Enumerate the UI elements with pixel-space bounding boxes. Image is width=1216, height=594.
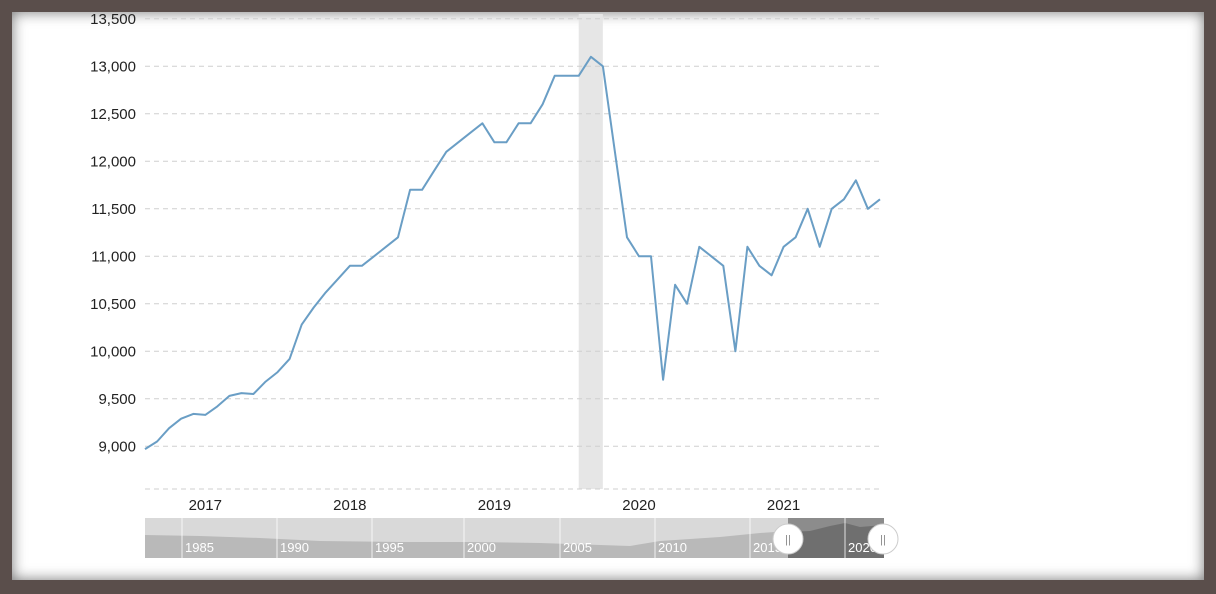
x-tick-label: 2019	[478, 497, 511, 514]
navigator-handle-left-knob[interactable]	[772, 523, 804, 555]
x-tick-label: 2020	[622, 497, 655, 514]
navigator-handle-right[interactable]: ||	[867, 523, 899, 555]
navigator-handle-right-knob[interactable]	[867, 523, 899, 555]
y-tick-label: 13,500	[90, 11, 136, 28]
navigator-year-label: 1985	[185, 540, 214, 555]
x-tick-label: 2018	[333, 497, 366, 514]
navigator-year-label: 1995	[375, 540, 404, 555]
recession-band	[578, 14, 603, 489]
navigator-year-label: 1990	[280, 540, 309, 555]
y-tick-label: 12,500	[90, 106, 136, 123]
navigator-area	[145, 523, 884, 558]
y-tick-label: 10,500	[90, 296, 136, 313]
navigator-year-label: 2005	[563, 540, 592, 555]
range-navigator[interactable]: 1985 1990 1995 2000 2005 2010 2015 2020|| ||	[145, 518, 899, 558]
y-tick-label: 13,000	[90, 58, 136, 75]
grip-icon: ||	[785, 534, 791, 546]
series-line	[144, 55, 881, 450]
navigator-year-label: 2000	[467, 540, 496, 555]
navigator-selected-area	[788, 523, 884, 558]
navigator-handle-left[interactable]: ||	[772, 523, 804, 555]
y-tick-label: 11,500	[91, 201, 136, 218]
y-tick-label: 9,000	[98, 438, 136, 455]
grip-icon: ||	[880, 534, 886, 546]
y-tick-label: 11,000	[91, 248, 136, 265]
y-tick-label: 10,000	[90, 343, 136, 360]
y-tick-label: 12,000	[90, 153, 136, 170]
y-tick-label: 9,500	[98, 391, 136, 408]
navigator-year-label: 2010	[658, 540, 687, 555]
plot-area: 9,000 9,500 10,000 10,500 11,000 11,500 12,000…	[90, 11, 881, 514]
x-tick-label: 2021	[767, 497, 800, 514]
x-tick-label: 2017	[189, 497, 222, 514]
